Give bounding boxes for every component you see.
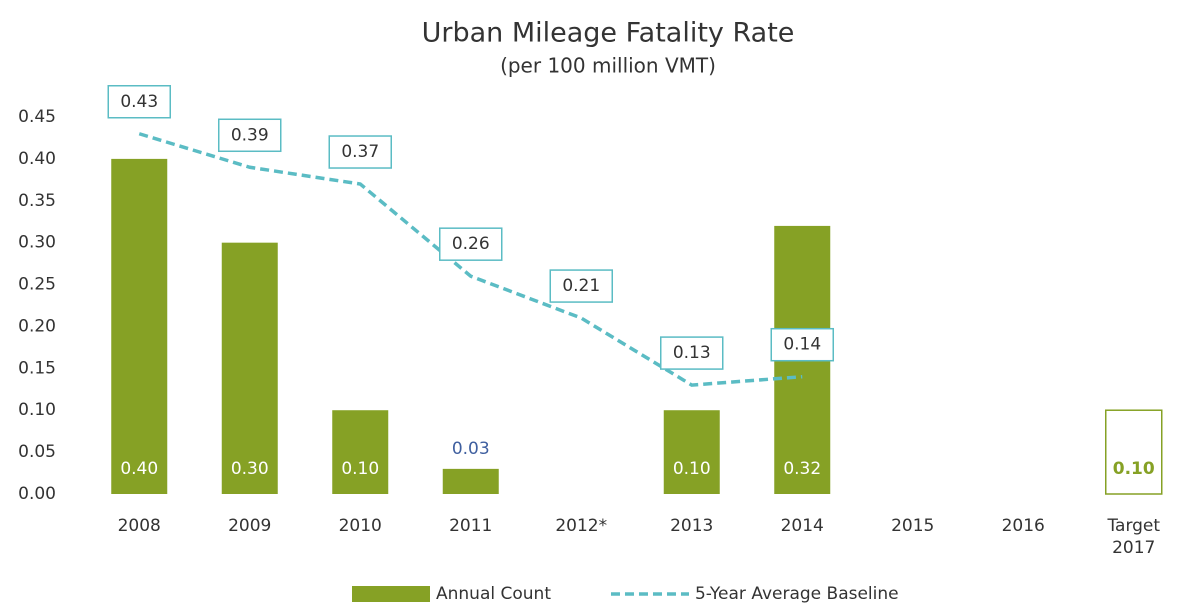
chart-title: Urban Mileage Fatality Rate [422,18,795,49]
x-tick-label: Target 2017 [1107,516,1161,558]
bar [111,158,168,494]
y-tick-label: 0.30 [18,233,56,253]
x-tick-label: 2015 [891,516,935,536]
line-value-label: 0.14 [783,335,821,355]
y-tick-label: 0.40 [18,149,56,169]
bar-value-label: 0.30 [231,459,269,479]
line-label-box [328,135,392,169]
bar [663,410,720,494]
line-value-label: 0.43 [120,92,158,112]
line-label-box [770,327,834,362]
line-label-box [218,118,282,153]
bar [442,468,499,494]
bar-value-label: 0.10 [1113,459,1155,479]
legend-label: Annual Count [436,584,551,604]
y-tick-label: 0.25 [18,275,56,295]
x-tick-label: 2011 [449,516,493,536]
line-label-box [439,227,503,261]
legend-label: 5-Year Average Baseline [695,584,899,604]
y-tick-label: 0.20 [18,316,56,336]
legend-swatch [352,586,430,602]
bar-value-label: 0.32 [783,459,821,479]
line-value-label: 0.37 [341,142,379,162]
y-tick-label: 0.15 [18,358,56,378]
y-tick-label: 0.35 [18,191,56,211]
bar-value-label: 0.10 [341,459,379,479]
line-label-box [549,269,613,303]
line-value-label: 0.13 [673,343,711,363]
bar-value-label: 0.10 [673,459,711,479]
line-label-box [660,336,724,370]
y-tick-label: 0.05 [18,442,56,462]
y-tick-label: 0.10 [18,400,56,420]
y-tick-label: 0.00 [18,484,56,504]
x-tick-label: 2012* [555,516,608,536]
x-tick-label: 2013 [670,516,714,536]
x-tick-label: 2008 [117,516,161,536]
bar-value-label: 0.40 [120,459,158,479]
line-value-label: 0.39 [231,125,269,145]
x-tick-label: 2014 [780,516,824,536]
line-label-box [107,85,171,119]
line-value-label: 0.21 [562,276,600,296]
bar-value-label: 0.03 [452,439,490,459]
bar [221,242,278,494]
bar [332,410,389,494]
x-tick-label: 2010 [338,516,382,536]
y-tick-label: 0.45 [18,107,56,127]
line [138,132,803,387]
line-value-label: 0.26 [452,234,490,254]
bar [1105,409,1163,495]
x-tick-label: 2016 [1001,516,1045,536]
x-tick-label: 2009 [228,516,272,536]
chart-subtitle: (per 100 million VMT) [500,54,716,78]
